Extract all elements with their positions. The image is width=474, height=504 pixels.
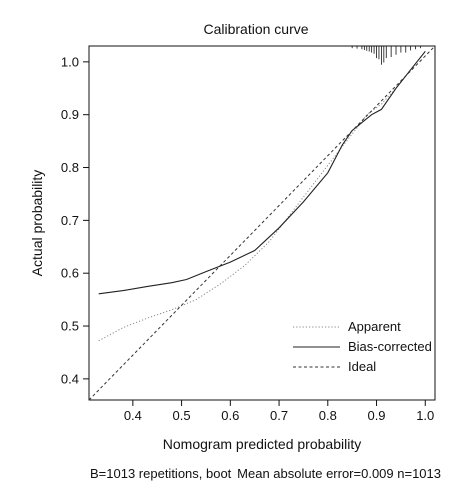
series-line-ideal bbox=[88, 45, 436, 401]
x-tick-label: 0.4 bbox=[124, 408, 142, 423]
footer-right: Mean absolute error=0.009 n=1013 bbox=[237, 466, 441, 481]
y-tick-label: 0.7 bbox=[61, 213, 79, 228]
x-axis: 0.4 0.5 0.6 0.7 0.8 0.9 1.0 bbox=[124, 400, 434, 423]
y-tick-label: 0.8 bbox=[61, 160, 79, 175]
x-tick-label: 0.7 bbox=[270, 408, 288, 423]
y-tick-label: 0.9 bbox=[61, 107, 79, 122]
y-axis: 0.4 0.5 0.6 0.7 0.8 0.9 1.0 bbox=[61, 54, 89, 386]
x-axis-label: Nomogram predicted probability bbox=[163, 436, 361, 452]
plot-frame bbox=[88, 45, 436, 401]
series-line-apparent bbox=[98, 50, 426, 342]
x-tick-label: 0.5 bbox=[173, 408, 191, 423]
y-tick-label: 0.4 bbox=[61, 371, 79, 386]
y-axis-label: Actual probability bbox=[29, 170, 45, 277]
y-tick-label: 1.0 bbox=[61, 54, 79, 69]
legend-label-ideal: Ideal bbox=[348, 359, 376, 374]
legend-label-bias-corrected: Bias-corrected bbox=[348, 339, 432, 354]
x-tick-label: 1.0 bbox=[416, 408, 434, 423]
y-tick-label: 0.5 bbox=[61, 319, 79, 334]
chart-title: Calibration curve bbox=[203, 21, 308, 37]
series-line-bias-corrected bbox=[98, 50, 426, 295]
footer-left: B=1013 repetitions, boot bbox=[90, 466, 232, 481]
legend: Apparent Bias-corrected Ideal bbox=[293, 319, 432, 374]
x-tick-label: 0.9 bbox=[367, 408, 385, 423]
series-lines bbox=[88, 45, 436, 401]
x-tick-label: 0.8 bbox=[319, 408, 337, 423]
distribution-rug bbox=[351, 46, 421, 65]
x-tick-label: 0.6 bbox=[221, 408, 239, 423]
y-tick-label: 0.6 bbox=[61, 266, 79, 281]
legend-label-apparent: Apparent bbox=[348, 319, 401, 334]
